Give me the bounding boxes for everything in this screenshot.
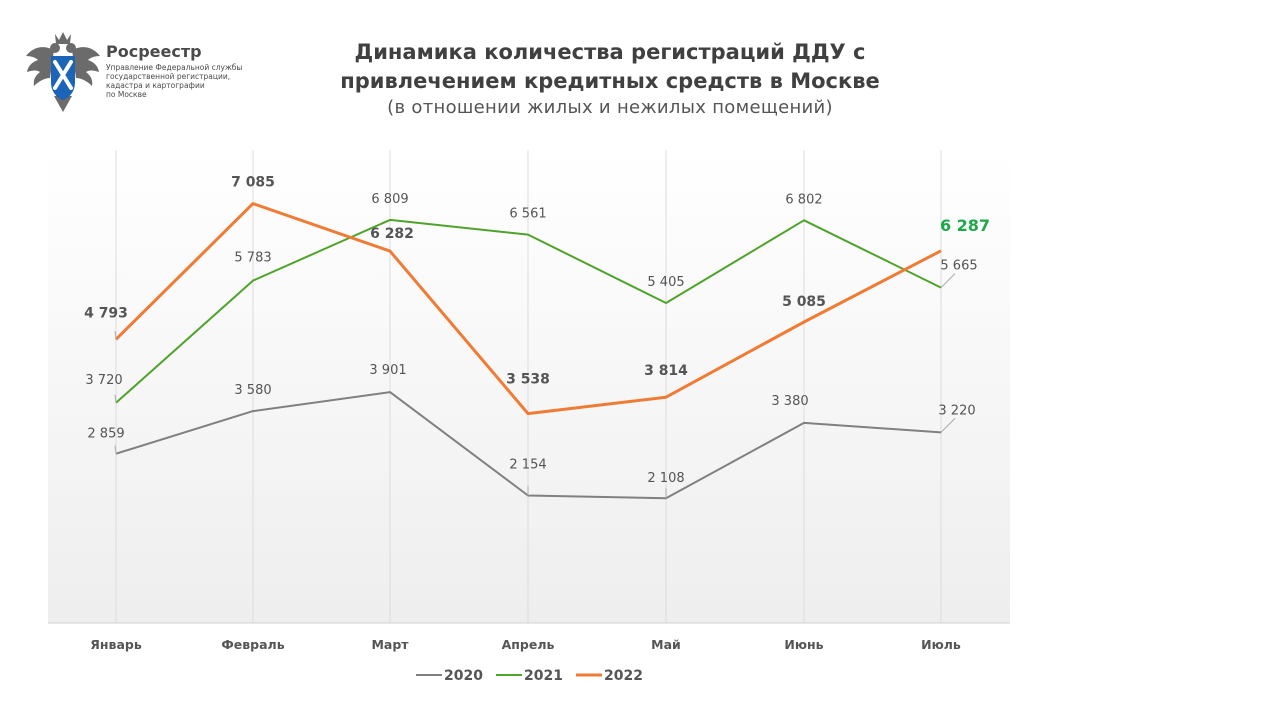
plot-area [48,150,1010,623]
category-label: Январь [90,637,142,652]
data-label-2022: 4 793 [84,305,128,321]
data-label-2022: 3 538 [506,372,550,388]
chart-title-line: привлечением кредитных средств в Москве [340,69,880,93]
legend-label-2022: 2022 [604,668,643,684]
legend-label-2020: 2020 [444,668,483,684]
label-leader [114,394,117,403]
label-leader [940,273,956,288]
org-desc-line: кадастра и картографии [106,81,205,90]
title-block: Динамика количества регистраций ДДУ с пр… [300,38,920,118]
data-label-2020: 3 380 [771,394,808,409]
emblem-icon [26,32,100,112]
org-name: Росреестр [106,42,202,61]
data-label-2022: 3 814 [644,363,688,379]
label-leader [940,418,956,433]
data-label-2020: 3 580 [234,383,271,398]
org-description: Управление Федеральной службы государств… [106,63,271,99]
org-desc-line: Управление Федеральной службы [106,63,243,72]
category-label: Июль [921,637,961,652]
data-label-2021: 6 561 [509,207,546,222]
org-desc-line: государственной регистрации, [106,72,231,81]
label-leader [114,331,117,340]
data-label-2021: 5 665 [940,259,977,274]
legend-label-2021: 2021 [524,668,563,684]
data-label-2020: 2 108 [647,471,684,486]
chart-title: Динамика количества регистраций ДДУ с пр… [300,38,920,96]
data-label-2022: 6 282 [370,226,414,242]
data-label-2021: 6 802 [785,192,822,207]
org-desc-line: по Москве [106,90,147,99]
data-label-2020: 3 901 [369,363,406,378]
data-label-2021: 5 783 [234,251,271,266]
data-label-2022: 5 085 [782,294,826,310]
data-label-2021: 6 809 [371,192,408,207]
data-label-2020: 3 220 [938,403,975,418]
category-label: Май [651,637,681,652]
data-label-2020: 2 859 [87,427,124,442]
chart-title-line: Динамика количества регистраций ДДУ с [354,40,866,64]
data-label-2022: 6 287 [940,216,990,235]
data-label-2020: 2 154 [509,457,546,472]
logo: Росреестр Управление Федеральной службы … [24,30,264,114]
label-leader [114,445,117,454]
data-label-2021: 5 405 [647,275,684,290]
category-label: Июнь [784,637,823,652]
chart-subtitle: (в отношении жилых и нежилых помещений) [387,97,833,118]
category-label: Март [371,637,409,652]
category-label: Апрель [502,637,555,652]
category-label: Февраль [221,637,284,652]
data-label-2021: 3 720 [85,373,122,388]
data-label-2022: 7 085 [231,175,275,191]
